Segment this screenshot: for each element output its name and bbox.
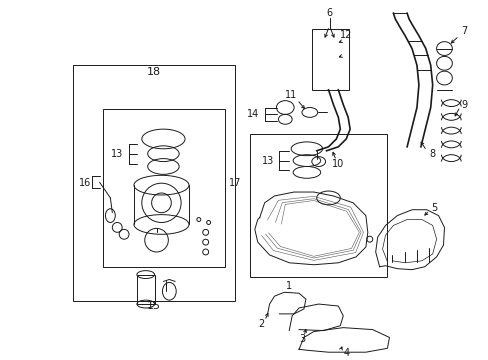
Text: 15: 15 (146, 301, 160, 311)
Bar (311, 29, 348, 90)
Text: 8: 8 (429, 149, 435, 159)
Text: 14: 14 (246, 109, 259, 120)
Text: 18: 18 (146, 67, 161, 77)
Text: 17: 17 (228, 178, 241, 188)
Bar (73, 65, 235, 301)
Text: 10: 10 (331, 158, 344, 168)
Text: 4: 4 (343, 348, 348, 358)
Text: 3: 3 (298, 334, 305, 345)
Text: 2: 2 (258, 319, 264, 329)
Bar (249, 134, 386, 276)
Text: 12: 12 (339, 30, 352, 40)
Bar (137, 275, 154, 304)
Bar (102, 109, 225, 267)
Text: 13: 13 (111, 149, 123, 159)
Text: 1: 1 (285, 282, 292, 291)
Text: 9: 9 (460, 100, 466, 109)
Text: 6: 6 (326, 8, 332, 18)
Text: 5: 5 (430, 203, 437, 213)
Text: 13: 13 (261, 156, 273, 166)
Text: 16: 16 (79, 178, 91, 188)
Text: 7: 7 (460, 26, 467, 36)
Text: 11: 11 (285, 90, 297, 100)
